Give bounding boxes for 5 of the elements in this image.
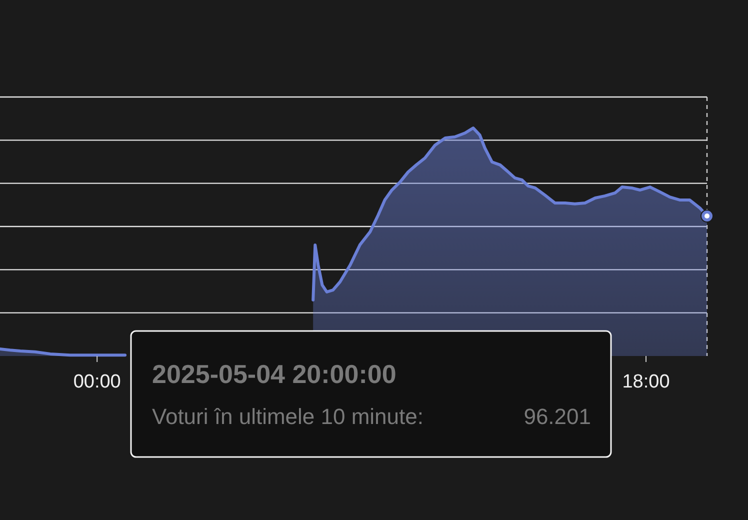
x-tick-label: 18:00 bbox=[622, 371, 670, 392]
text: 2025-05-04 20:00:00 bbox=[152, 359, 396, 389]
text: 96.201 bbox=[524, 404, 591, 429]
x-tick-label: 00:00 bbox=[73, 371, 121, 392]
text: Voturi în ultimele 10 minute: bbox=[152, 404, 424, 429]
